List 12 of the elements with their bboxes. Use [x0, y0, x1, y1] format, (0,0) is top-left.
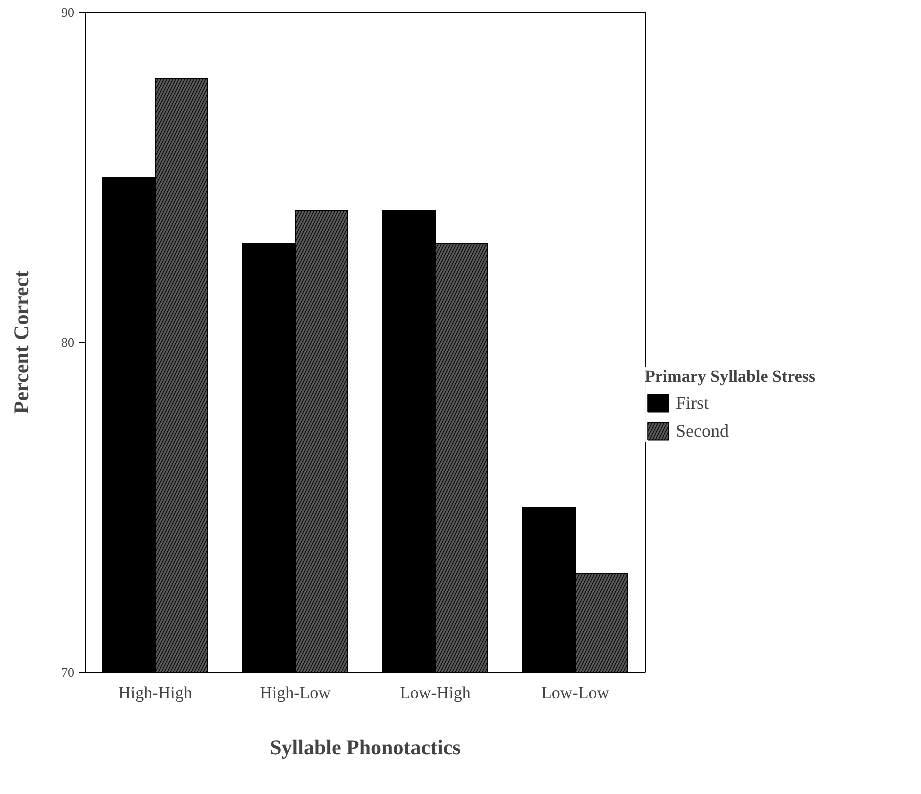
x-tick-label: Low-Low	[542, 684, 610, 702]
x-tick-label: High-Low	[260, 684, 332, 702]
y-axis-title: Percent Correct	[10, 270, 34, 414]
y-tick-label: 70	[62, 665, 74, 680]
y-tick-label: 80	[62, 335, 74, 350]
legend-label: Second	[676, 420, 729, 442]
x-tick-label: High-High	[118, 684, 193, 702]
legend-title: Primary Syllable Stress	[645, 367, 816, 387]
x-axis-title: Syllable Phonotactics	[270, 736, 461, 760]
legend-label: First	[676, 392, 710, 414]
y-tick-label: 90	[62, 5, 74, 20]
x-tick-label: Low-High	[400, 684, 472, 702]
